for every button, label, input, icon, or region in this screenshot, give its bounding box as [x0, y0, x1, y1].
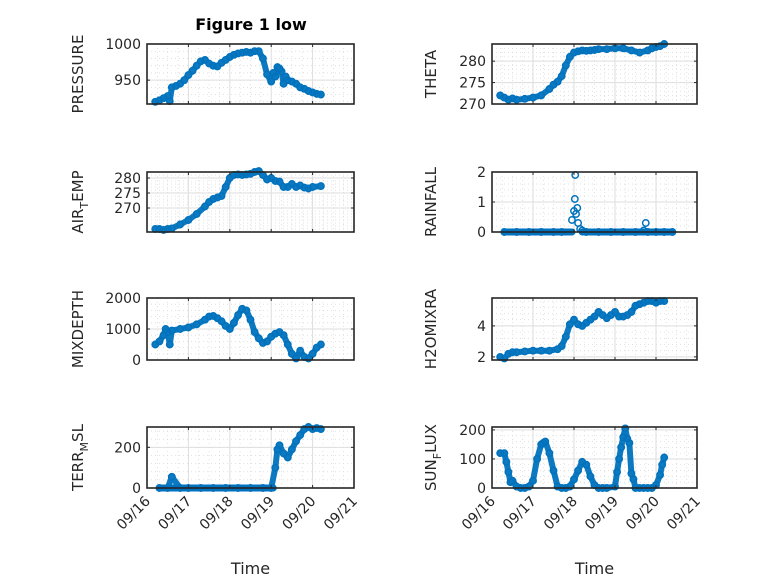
- y-tick-label: 0: [477, 481, 486, 497]
- y-tick-label: 280: [459, 54, 486, 70]
- y-axis-label: THETA: [422, 49, 440, 99]
- data-trace: [152, 168, 324, 233]
- y-axis-label: SUNFLUX: [422, 424, 444, 491]
- data-point: [573, 204, 582, 212]
- y-axis-label: H2OMIXRA: [422, 288, 440, 369]
- data-trace: [497, 298, 668, 362]
- y-tick-label: 4: [477, 319, 486, 335]
- y-tick-label: 2: [477, 350, 486, 366]
- data-point: [570, 195, 579, 203]
- y-tick-label: 200: [459, 423, 486, 439]
- y-tick-label: 275: [459, 76, 486, 92]
- y-tick-label: 270: [459, 97, 486, 113]
- y-tick-label: 275: [114, 186, 141, 202]
- axes-background: [492, 44, 697, 104]
- data-trace: [152, 48, 324, 105]
- y-tick-label: 1000: [105, 322, 141, 338]
- x-axis-label: Time: [230, 559, 270, 578]
- axes-frame: [146, 171, 355, 233]
- axes-frame: [491, 43, 698, 105]
- y-tick-label: 270: [114, 201, 141, 217]
- y-axis-label: RAINFALL: [422, 166, 440, 237]
- x-axis-label: Time: [574, 559, 614, 578]
- subplot-mixdepth: 0 1000 2000 MIXDEPTH: [69, 290, 355, 369]
- y-axis-label: PRESSURE: [69, 35, 87, 114]
- y-tick-label: 2: [477, 165, 486, 181]
- data-point: [568, 216, 576, 224]
- data-trace: [152, 305, 324, 362]
- axes-frame: [491, 426, 698, 489]
- y-axis-label: TERRMSL: [69, 423, 91, 492]
- y-axis-label: MIXDEPTH: [69, 290, 87, 368]
- subplot-pressure: 950 1000 PRESSURE: [69, 35, 355, 114]
- subplot-h2omixra: 2 4 H2OMIXRA: [422, 288, 698, 369]
- axes-frame: [146, 43, 355, 105]
- figure-title: Figure 1 low: [195, 15, 307, 34]
- y-tick-label: 0: [132, 481, 141, 497]
- axes-frame: [146, 426, 355, 489]
- y-tick-label: 2000: [105, 291, 141, 307]
- y-axis-label: AIRTEMP: [69, 170, 91, 233]
- y-tick-label: 0: [477, 225, 486, 241]
- y-tick-label: 1000: [105, 37, 141, 53]
- data-trace: [497, 41, 668, 103]
- axes-background: [147, 427, 354, 488]
- y-tick-label: 0: [132, 353, 141, 369]
- y-tick-label: 950: [114, 73, 141, 89]
- y-tick-label: 200: [114, 440, 141, 456]
- subplot-rainfall: 0 1 2 RAINFALL: [422, 165, 698, 241]
- y-tick-label: 1: [477, 195, 486, 211]
- axes-frame: [491, 297, 698, 361]
- data-point: [641, 219, 650, 227]
- subplot-theta: 270 275 280 THETA: [422, 40, 698, 113]
- y-tick-label: 280: [114, 171, 141, 187]
- y-tick-label: 100: [459, 452, 486, 468]
